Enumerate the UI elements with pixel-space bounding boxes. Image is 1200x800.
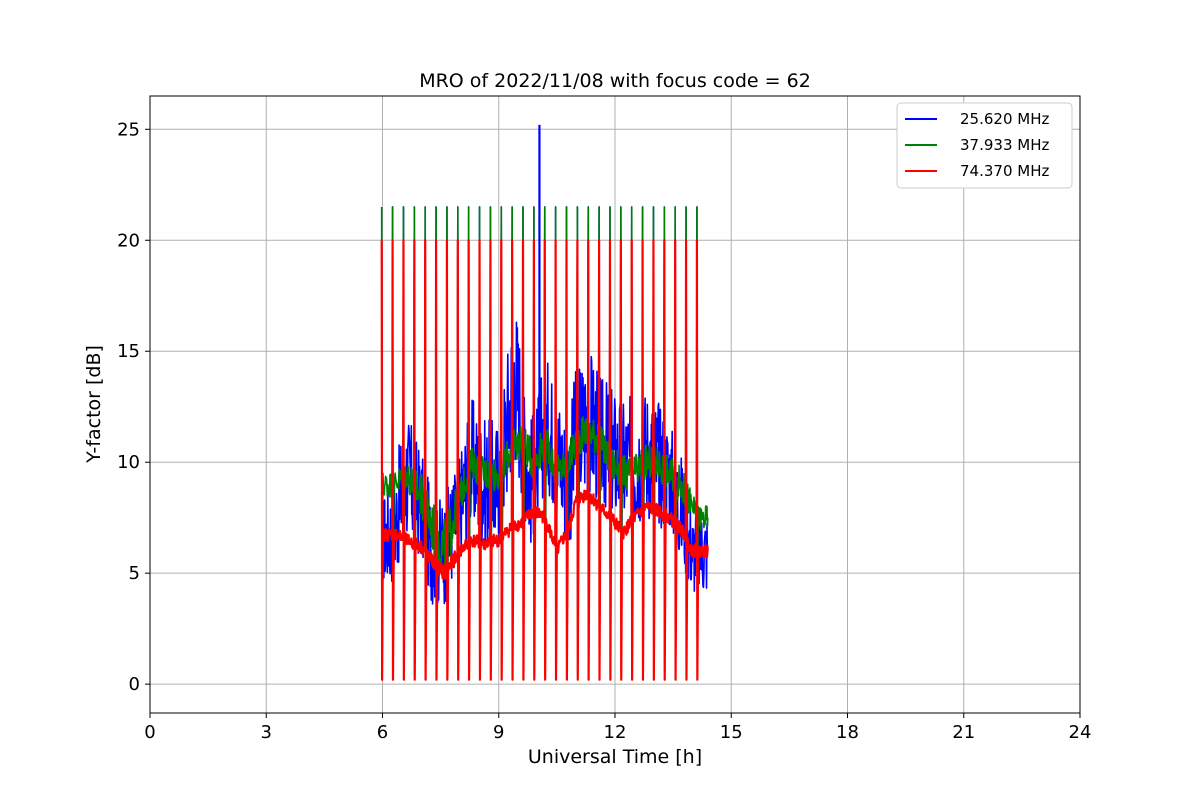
y-tick-label: 5 bbox=[129, 563, 140, 584]
x-tick-label: 18 bbox=[836, 722, 859, 743]
y-tick-label: 25 bbox=[117, 119, 140, 140]
y-tick-label: 0 bbox=[129, 674, 140, 695]
series-layer bbox=[380, 124, 709, 681]
legend-label: 74.370 MHz bbox=[960, 162, 1049, 180]
x-axis-label: Universal Time [h] bbox=[528, 746, 702, 768]
legend-item: 74.370 MHz bbox=[905, 162, 1049, 180]
legend-item: 37.933 MHz bbox=[905, 136, 1049, 154]
x-tick-label: 15 bbox=[720, 722, 743, 743]
series-line bbox=[380, 239, 709, 681]
y-tick-label: 20 bbox=[117, 230, 140, 251]
x-tick-label: 12 bbox=[604, 722, 627, 743]
y-tick-label: 10 bbox=[117, 452, 140, 473]
axis-ticks: 0 3 6 9 12 15 18 21 24 0 5 10 15 20 25 bbox=[117, 119, 1091, 743]
x-tick-label: 24 bbox=[1069, 722, 1092, 743]
legend: 25.620 MHz 37.933 MHz 74.370 MHz bbox=[896, 102, 1073, 189]
legend-box bbox=[896, 102, 1073, 189]
series-line bbox=[380, 206, 709, 679]
x-tick-label: 3 bbox=[261, 722, 272, 743]
x-tick-label: 6 bbox=[377, 722, 388, 743]
y-axis-label: Y-factor [dB] bbox=[83, 345, 105, 464]
series-74-370-mhz bbox=[380, 239, 709, 681]
chart-title: MRO of 2022/11/08 with focus code = 62 bbox=[419, 70, 811, 92]
legend-label: 25.620 MHz bbox=[960, 110, 1049, 128]
legend-label: 37.933 MHz bbox=[960, 136, 1049, 154]
legend-item: 25.620 MHz bbox=[905, 110, 1049, 128]
x-tick-label: 9 bbox=[493, 722, 504, 743]
series-37-933-mhz bbox=[380, 206, 709, 679]
x-tick-label: 21 bbox=[952, 722, 975, 743]
y-tick-label: 15 bbox=[117, 341, 140, 362]
x-tick-label: 0 bbox=[144, 722, 155, 743]
